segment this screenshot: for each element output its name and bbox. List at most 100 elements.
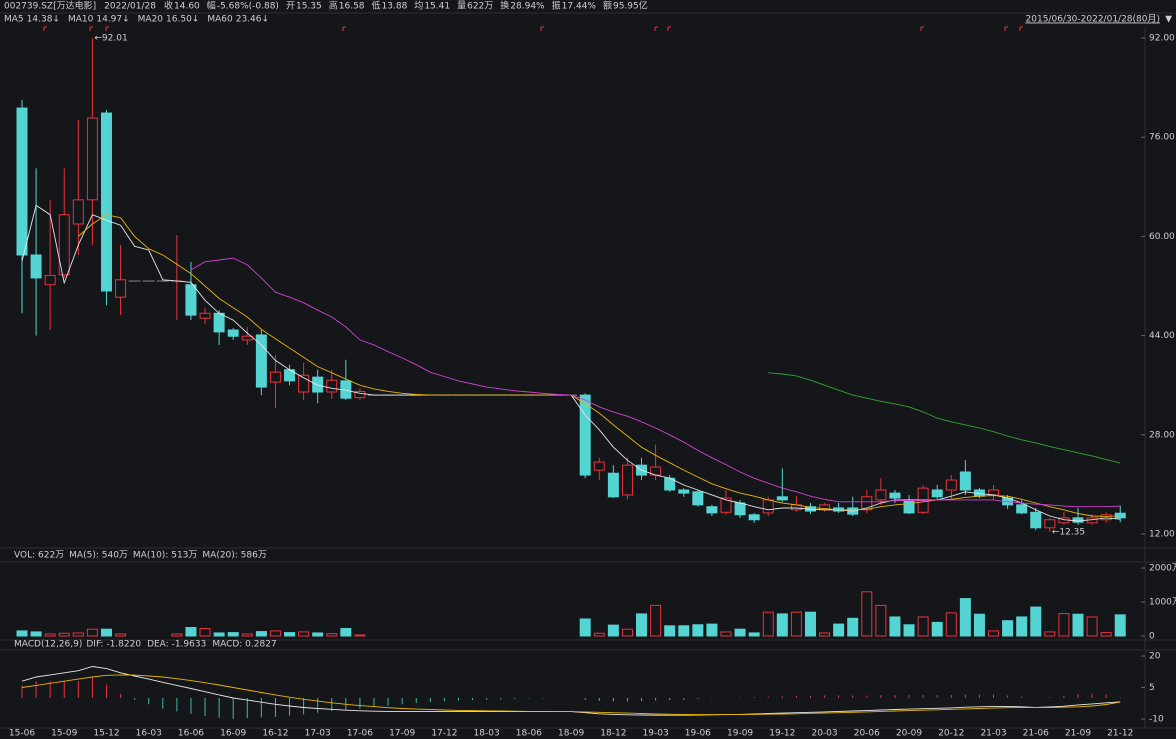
volume-bar [734,628,746,637]
x-tick-label: 20-06 [854,729,880,739]
candle-body [298,374,310,393]
volume-bar [664,625,676,637]
candle-body [72,199,84,225]
quote-label: 高 [329,0,338,12]
legend-value: 16.50↓ [166,15,199,25]
date: 2022/01/28 [104,2,156,12]
quote-label: 额 [603,0,612,12]
volume-bar [227,632,239,637]
x-tick-label: 21-03 [980,729,1006,739]
volume-bar [973,613,985,637]
volume-bar [959,598,971,637]
volume-bar [1114,614,1126,637]
volume-bar [171,633,183,637]
volume-bar [903,624,915,637]
panel-title: MACD(12,26,9) [14,640,82,650]
candle-body [1016,504,1028,514]
x-tick-label: 19-03 [643,729,669,739]
volume-bar [185,627,197,637]
dropdown-icon[interactable]: ▼ [1165,15,1172,25]
panel-title: VOL: 622万 [14,551,64,561]
candle-body [762,499,774,514]
volume-bar [678,625,690,637]
y-tick-label: 5 [1149,683,1155,693]
volume-bar [988,630,1000,637]
quote-value: 16.58 [339,2,365,12]
volume-bar [269,630,281,637]
quote-value: 17.44% [562,2,597,12]
volume-bar [58,632,70,637]
volume-bar [44,633,56,637]
x-tick-label: 16-03 [136,729,162,739]
volume-bar [241,633,253,637]
quote-value: 15.41 [424,2,450,12]
x-tick-label: 21-06 [1023,729,1049,739]
volume-bar [945,612,957,637]
y-tick-label: 0 [1149,632,1155,642]
volume-bar [284,632,296,637]
quote-value: 95.95亿 [613,0,648,12]
legend-name: MA10 [68,15,94,25]
candle-body [889,492,901,499]
volume-bar [861,591,873,637]
y-tick-label: 92.00 [1149,34,1175,44]
quote-label: 量 [457,1,466,12]
volume-bar [100,628,112,637]
x-tick-label: 19-06 [685,729,711,739]
x-tick-label: 18-09 [558,729,584,739]
y-tick-label: 20 [1149,652,1161,662]
y-tick-label: -10 [1149,715,1164,725]
volume-bar [1058,613,1070,637]
x-tick-label: 21-12 [1107,729,1133,739]
candle-body [1030,511,1042,529]
y-tick-label: 2000万 [1149,564,1176,574]
candle-body [1100,514,1112,521]
legend-entry: MA(10): 513万 [133,551,197,561]
volume-bar [720,631,732,637]
quote-label: 振 [552,0,561,12]
volume-bar [607,624,619,637]
legend-value: 14.97↓ [96,15,129,25]
x-tick-label: 18-12 [600,729,626,739]
volume-bar [804,611,816,637]
candle-body [100,112,112,292]
volume-bar [16,630,28,637]
volume-bar [199,628,211,637]
x-tick-label: 16-06 [178,729,204,739]
quote-label: 幅 [207,0,216,12]
candle-body [931,489,943,498]
quote-label: 收 [164,0,173,12]
volume-bar [1002,620,1014,637]
candle-body [593,461,605,471]
volume-bar [326,633,338,637]
x-tick-label: 15-12 [93,729,119,739]
quote-label: 换 [500,0,509,12]
legend-value: 23.46↓ [236,15,269,25]
x-tick-label: 17-09 [389,729,415,739]
candle-body [30,254,42,279]
candle-body [861,496,873,511]
date-range[interactable]: 2015/06/30-2022/01/28(80月) [1026,14,1160,25]
x-tick-label: 16-09 [220,729,246,739]
annotation: ←12.35 [1052,527,1085,537]
candle-body [241,335,253,341]
quote-value: 15.35 [296,2,322,12]
y-tick-label: 12.00 [1149,530,1175,540]
x-tick-label: 17-03 [305,729,331,739]
candle-body [227,329,239,337]
quote-value: -5.68%(-0.88) [217,2,279,12]
volume-bar [875,604,887,637]
volume-bar [1072,613,1084,637]
quote-value: 14.60 [174,2,200,12]
volume-bar [917,616,929,637]
candle-body [579,394,591,476]
candle-body [959,471,971,491]
x-tick-label: 19-12 [769,729,795,739]
volume-bar [692,624,704,637]
annotation: ←92.01 [94,33,127,43]
volume-bar [847,617,859,637]
quote-label: 开 [286,1,295,12]
candle-body [16,107,28,256]
legend-value: 14.38↓ [27,15,60,25]
